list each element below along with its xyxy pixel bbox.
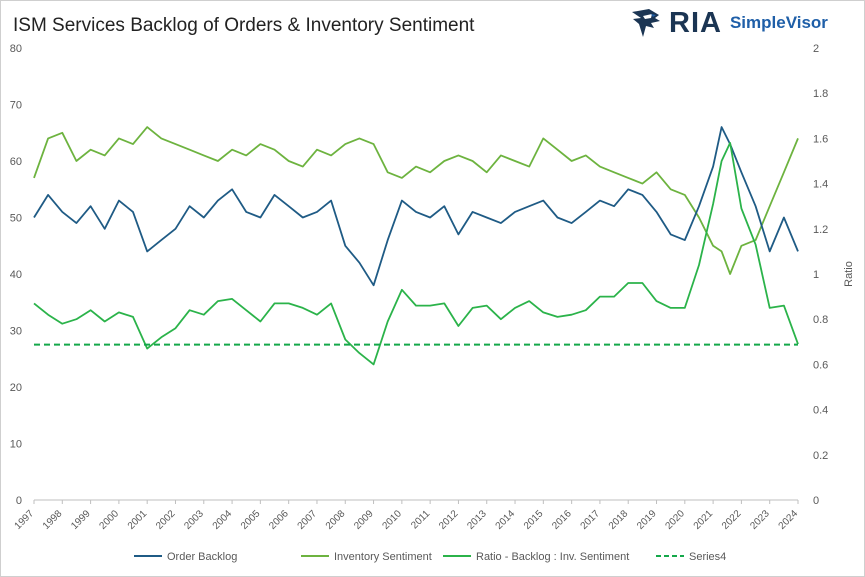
x-tick-label: 2022 [720, 508, 744, 532]
x-tick-label: 2015 [522, 508, 546, 532]
x-tick-label: 2007 [296, 508, 320, 532]
y-right-tick-label: 0.2 [813, 450, 828, 462]
ria-simplevisor-logo: RIA SimpleVisor [629, 5, 828, 41]
x-tick-label: 2012 [437, 508, 461, 532]
x-tick-label: 2000 [97, 508, 121, 532]
order-backlog-line [33, 126, 799, 287]
x-tick-label: 2009 [352, 508, 376, 532]
logo-subbrand: SimpleVisor [729, 13, 828, 32]
y-right-tick-label: 1 [813, 269, 819, 281]
x-tick-label: 2024 [777, 508, 801, 532]
y-left-tick-label: 0 [16, 495, 22, 507]
y-right-tick-label: 1.2 [813, 224, 828, 236]
y-left-tick-label: 50 [10, 213, 22, 225]
y-right-tick-label: 1.4 [813, 179, 828, 191]
y-right-tick-label: 0 [813, 495, 819, 507]
x-tick-label: 2019 [635, 508, 659, 532]
y-left-tick-label: 80 [10, 43, 22, 55]
legend-label: Ratio - Backlog : Inv. Sentiment [476, 551, 629, 563]
x-tick-label: 2008 [324, 508, 348, 532]
ratio-line [33, 141, 799, 366]
legend-label: Inventory Sentiment [334, 551, 432, 563]
x-tick-label: 2010 [380, 508, 404, 532]
x-tick-label: 2021 [692, 508, 716, 532]
x-tick-label: 2001 [126, 508, 150, 532]
x-tick-label: 1997 [13, 508, 37, 532]
inventory-sentiment-line [33, 126, 799, 275]
x-tick-label: 2020 [663, 508, 687, 532]
x-tick-label: 2016 [550, 508, 574, 532]
x-tick-label: 2023 [748, 508, 772, 532]
x-tick-label: 2011 [409, 508, 432, 531]
x-tick-label: 2002 [154, 508, 178, 532]
x-tick-label: 2004 [211, 508, 235, 532]
x-tick-label: 1999 [69, 508, 93, 532]
y-right-tick-label: 1.6 [813, 133, 828, 145]
x-tick-label: 1998 [41, 508, 65, 532]
legend-label: Order Backlog [167, 551, 237, 563]
y-right-tick-label: 0.4 [813, 405, 828, 417]
y-right-tick-label: 0.6 [813, 359, 828, 371]
y-right-tick-label: 0.8 [813, 314, 828, 326]
eagle-logo-icon [632, 9, 660, 37]
x-tick-label: 2018 [607, 508, 631, 532]
y-right-tick-label: 2 [813, 43, 819, 55]
legend-label: Series4 [689, 551, 726, 563]
x-tick-label: 2013 [465, 508, 489, 532]
x-tick-label: 2014 [494, 508, 518, 532]
x-tick-label: 2017 [579, 508, 603, 532]
y-left-tick-label: 20 [10, 382, 22, 394]
y-right-tick-label: 1.8 [813, 88, 828, 100]
logo-wordmark: RIA [669, 6, 722, 39]
x-tick-label: 2006 [267, 508, 291, 532]
x-tick-label: 2003 [182, 508, 206, 532]
y-left-tick-label: 10 [10, 439, 22, 451]
y-left-tick-label: 30 [10, 326, 22, 338]
x-tick-label: 2005 [239, 508, 263, 532]
y-right-axis-label: Ratio [843, 261, 855, 287]
y-left-tick-label: 70 [10, 100, 22, 112]
y-left-tick-label: 60 [10, 156, 22, 168]
chart-title: ISM Services Backlog of Orders & Invento… [13, 15, 475, 36]
y-left-tick-label: 40 [10, 269, 22, 281]
